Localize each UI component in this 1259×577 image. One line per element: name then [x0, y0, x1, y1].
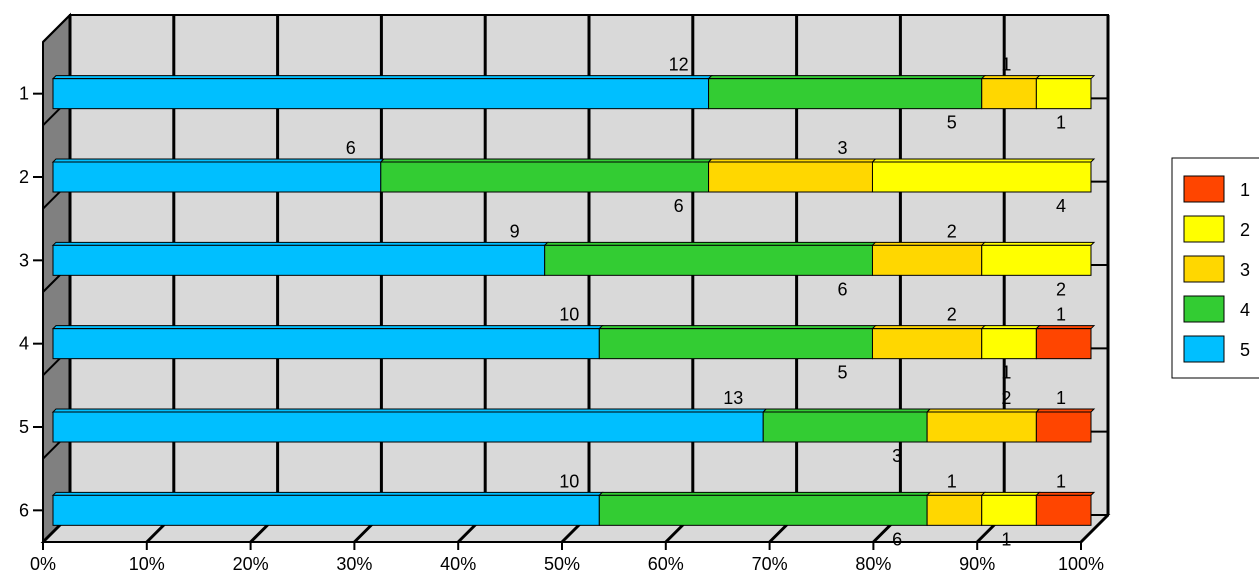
y-tick-label: 3: [19, 250, 29, 270]
y-tick-label: 2: [19, 167, 29, 187]
bar-segment: [708, 161, 873, 193]
chart-bars: [51, 75, 1096, 526]
bar-segment: [981, 328, 1037, 360]
data-label: 2: [947, 221, 957, 241]
bar-segment: [871, 244, 983, 276]
data-label: 12: [669, 55, 689, 75]
legend-swatch: [1183, 335, 1225, 363]
bar-segment: [708, 78, 983, 110]
bar-segment: [598, 494, 928, 526]
bar-segment: [598, 328, 873, 360]
legend-label: 1: [1240, 180, 1250, 200]
data-label: 9: [510, 221, 520, 241]
x-tick-label: 20%: [233, 554, 269, 574]
legend-swatch: [1183, 255, 1225, 283]
legend-swatch: [1183, 175, 1225, 203]
data-label: 6: [346, 138, 356, 158]
bar-segment: [544, 244, 873, 276]
x-tick-label: 0%: [30, 554, 56, 574]
x-tick-label: 100%: [1058, 554, 1104, 574]
legend-label: 3: [1240, 260, 1250, 280]
data-label: 13: [723, 388, 743, 408]
bar-segment: [1035, 328, 1092, 360]
x-tick-label: 30%: [336, 554, 372, 574]
legend-label: 2: [1240, 220, 1250, 240]
data-label: 1: [1001, 55, 1011, 75]
data-label: 10: [559, 305, 579, 325]
data-label: 10: [559, 471, 579, 491]
x-tick-label: 40%: [440, 554, 476, 574]
bar-segment: [1035, 494, 1092, 526]
bar-segment: [1035, 78, 1092, 110]
bar-segment: [52, 328, 600, 360]
bar-segment: [871, 328, 983, 360]
data-label: 6: [674, 196, 684, 216]
bar-segment: [52, 411, 764, 443]
x-tick-label: 80%: [855, 554, 891, 574]
data-label: 1: [1056, 388, 1066, 408]
gridline-side: [42, 14, 71, 43]
bar-segment: [981, 494, 1037, 526]
y-tick-label: 6: [19, 500, 29, 520]
legend-label: 5: [1240, 340, 1250, 360]
bar-segment: [926, 411, 1037, 443]
x-tick-label: 50%: [544, 554, 580, 574]
data-label: 2: [1056, 279, 1066, 299]
bar-segment: [52, 244, 546, 276]
legend-label: 4: [1240, 300, 1250, 320]
bar-segment: [52, 78, 710, 110]
y-tick-label: 4: [19, 334, 29, 354]
x-tick-label: 60%: [648, 554, 684, 574]
data-label: 1: [1056, 471, 1066, 491]
data-label: 2: [1001, 388, 1011, 408]
legend-swatch: [1183, 295, 1225, 323]
data-label: 1: [1056, 113, 1066, 133]
bar-segment: [926, 494, 983, 526]
data-label: 1: [1001, 363, 1011, 383]
x-tick-label: 90%: [959, 554, 995, 574]
data-label: 4: [1056, 196, 1066, 216]
bar-segment: [380, 161, 710, 193]
data-label: 1: [1056, 305, 1066, 325]
bar-segment: [52, 494, 600, 526]
bar-segment: [981, 244, 1092, 276]
bar-segment: [981, 78, 1037, 110]
legend-swatch: [1183, 215, 1225, 243]
data-label: 3: [837, 138, 847, 158]
data-label: 5: [947, 113, 957, 133]
chart-data-labels: 12 5 1 1 6 6 3 4 9 6 2 2 10 5 2 1 1 13 3 2 1 10 6 1 1 1: [346, 55, 1066, 550]
x-tick-label: 70%: [752, 554, 788, 574]
bar-segment: [52, 161, 382, 193]
gridline-floor: [1079, 513, 1110, 544]
data-label: 6: [892, 529, 902, 549]
y-tick-label: 5: [19, 417, 29, 437]
x-tick-label: 10%: [129, 554, 165, 574]
y-tick-label: 1: [19, 84, 29, 104]
data-label: 6: [837, 279, 847, 299]
data-label: 2: [947, 305, 957, 325]
data-label: 1: [947, 471, 957, 491]
data-label: 5: [837, 363, 847, 383]
chart-legend: 1 2 3 4 5: [1171, 157, 1259, 379]
data-label: 1: [1001, 529, 1011, 549]
bar-segment: [871, 161, 1092, 193]
bar-segment: [1035, 411, 1092, 443]
bar-segment: [762, 411, 928, 443]
data-label: 3: [892, 446, 902, 466]
